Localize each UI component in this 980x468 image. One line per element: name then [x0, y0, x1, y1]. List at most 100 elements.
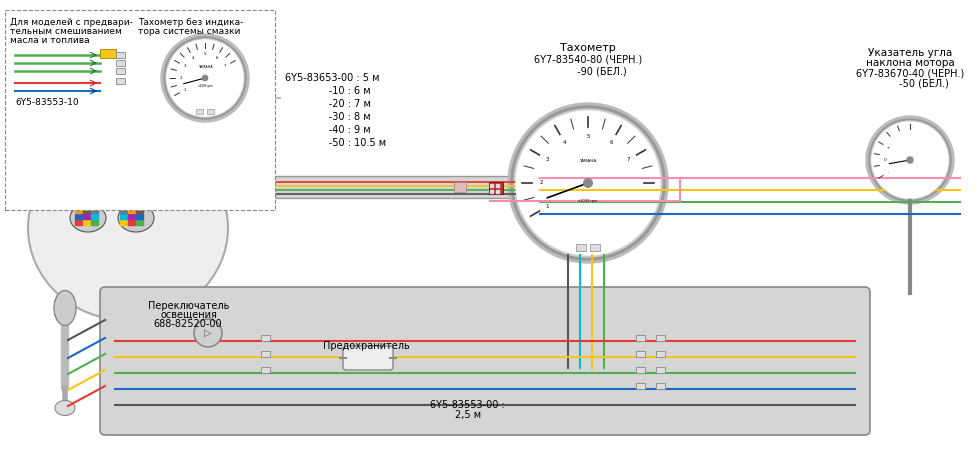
- Bar: [120, 220, 127, 225]
- Bar: [234, 182, 246, 192]
- Text: тора системы смазки: тора системы смазки: [138, 27, 240, 36]
- Circle shape: [871, 121, 949, 199]
- Circle shape: [866, 116, 954, 204]
- Circle shape: [167, 40, 243, 116]
- Bar: [207, 109, 214, 114]
- Bar: [136, 220, 143, 225]
- Text: x1000 rpm: x1000 rpm: [198, 84, 213, 88]
- Bar: [116, 78, 124, 84]
- Bar: [120, 214, 127, 219]
- Bar: [75, 208, 82, 213]
- Circle shape: [161, 34, 249, 122]
- Bar: [136, 214, 143, 219]
- Text: 2: 2: [539, 181, 543, 185]
- Text: 7: 7: [224, 64, 226, 68]
- Circle shape: [906, 157, 913, 163]
- Bar: [77, 168, 89, 178]
- Text: Указатель угла: Указатель угла: [868, 48, 953, 58]
- Circle shape: [514, 109, 662, 257]
- FancyBboxPatch shape: [185, 176, 545, 198]
- Text: наклона мотора: наклона мотора: [865, 58, 955, 68]
- Text: Предохранитель: Предохранитель: [323, 341, 410, 351]
- Text: 688-82520-00: 688-82520-00: [153, 319, 221, 329]
- Bar: [496, 184, 499, 187]
- Bar: [656, 351, 664, 357]
- Bar: [75, 214, 82, 219]
- Text: Для моделей с предвари-: Для моделей с предвари-: [10, 18, 133, 27]
- Text: 1: 1: [546, 204, 549, 209]
- Bar: [635, 335, 645, 341]
- Circle shape: [202, 75, 208, 80]
- Text: 2,5 м: 2,5 м: [455, 410, 481, 420]
- Bar: [83, 220, 90, 225]
- Circle shape: [869, 119, 951, 201]
- Text: YAMAHA: YAMAHA: [579, 160, 597, 163]
- Circle shape: [194, 319, 222, 347]
- FancyBboxPatch shape: [100, 287, 870, 435]
- Ellipse shape: [54, 291, 76, 326]
- Bar: [149, 168, 161, 178]
- Bar: [116, 52, 124, 58]
- Circle shape: [516, 111, 660, 255]
- Text: 1: 1: [183, 88, 186, 92]
- Bar: [100, 49, 116, 58]
- Bar: [590, 244, 600, 251]
- Text: 5: 5: [586, 134, 590, 139]
- Bar: [91, 220, 98, 225]
- Ellipse shape: [70, 204, 106, 232]
- Bar: [635, 351, 645, 357]
- Text: 2: 2: [180, 76, 182, 80]
- Text: 6Y7-83670-40 (ЧЕРН.): 6Y7-83670-40 (ЧЕРН.): [856, 68, 964, 78]
- Text: -90 (БЕЛ.): -90 (БЕЛ.): [549, 66, 627, 76]
- Text: 4: 4: [563, 140, 566, 145]
- Text: тельным смешиванием: тельным смешиванием: [10, 27, 122, 36]
- Bar: [136, 208, 143, 213]
- Bar: [116, 68, 124, 74]
- Bar: [99, 168, 111, 178]
- Text: 3: 3: [183, 64, 186, 68]
- Text: масла и топлива: масла и топлива: [10, 36, 89, 45]
- Bar: [454, 182, 466, 192]
- Bar: [91, 214, 98, 219]
- Bar: [635, 383, 645, 389]
- Text: -10 : 6 м: -10 : 6 м: [285, 86, 370, 96]
- Bar: [120, 208, 127, 213]
- Text: 7: 7: [627, 157, 630, 162]
- Text: Тахометр без индика-: Тахометр без индика-: [138, 18, 243, 27]
- Circle shape: [164, 37, 246, 119]
- Text: 6Y5-83553-10: 6Y5-83553-10: [15, 98, 78, 107]
- Bar: [261, 335, 270, 341]
- Bar: [496, 190, 499, 193]
- Bar: [656, 335, 664, 341]
- Bar: [128, 214, 135, 219]
- Bar: [490, 184, 493, 187]
- Text: 6Y5-83553-00 :: 6Y5-83553-00 :: [430, 400, 505, 410]
- Bar: [169, 168, 181, 178]
- Bar: [261, 367, 270, 373]
- FancyBboxPatch shape: [343, 346, 393, 370]
- Bar: [196, 109, 203, 114]
- Text: 6Y7-83540-80 (ЧЕРН.): 6Y7-83540-80 (ЧЕРН.): [534, 55, 642, 65]
- Ellipse shape: [55, 401, 75, 416]
- Circle shape: [584, 179, 592, 187]
- Text: освещения: освещения: [160, 310, 217, 320]
- Text: 4: 4: [192, 56, 194, 59]
- Circle shape: [508, 103, 668, 263]
- Text: 6: 6: [216, 56, 219, 59]
- Text: -30 : 8 м: -30 : 8 м: [285, 112, 370, 122]
- Text: -50 : 10.5 м: -50 : 10.5 м: [285, 138, 386, 148]
- Bar: [83, 214, 90, 219]
- Bar: [219, 182, 231, 192]
- Bar: [75, 220, 82, 225]
- Bar: [490, 190, 493, 193]
- Text: YAMAHA: YAMAHA: [198, 66, 213, 69]
- Bar: [43, 166, 213, 180]
- Text: x1000 rpm: x1000 rpm: [578, 199, 598, 203]
- Circle shape: [511, 106, 665, 260]
- Text: ▷: ▷: [204, 328, 212, 338]
- Bar: [83, 208, 90, 213]
- Text: -: -: [888, 170, 890, 175]
- Text: 5: 5: [204, 52, 207, 57]
- Bar: [91, 208, 98, 213]
- Bar: [128, 208, 135, 213]
